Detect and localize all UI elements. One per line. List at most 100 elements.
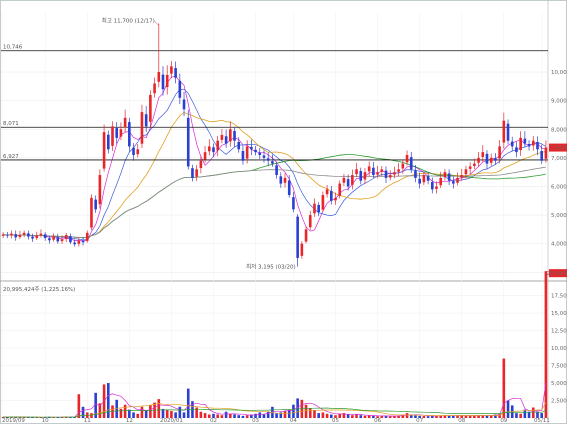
candle-body <box>224 136 228 144</box>
candle-body <box>191 168 194 178</box>
price-tick-label: 5,000 <box>551 213 567 219</box>
price-level-lines <box>1 50 548 161</box>
candle-body <box>31 236 34 239</box>
candle-body <box>64 235 68 239</box>
candle-body <box>422 175 426 183</box>
candle-body <box>485 153 489 164</box>
current-volume-label: 20,995K <box>547 271 567 277</box>
volume-ma60-line <box>3 407 547 418</box>
volume-bar <box>245 415 249 418</box>
volume-bar <box>136 413 140 418</box>
volume-bar <box>523 409 527 418</box>
candle-body <box>494 158 497 161</box>
ma20-line <box>3 111 547 239</box>
candle-body <box>250 146 253 150</box>
candle-body <box>397 169 400 172</box>
volume-bar <box>1 416 5 418</box>
volume-tick-label: 2,500K <box>551 399 567 405</box>
candle-body <box>447 173 451 181</box>
candle-body <box>292 197 295 210</box>
volume-bar <box>165 409 169 418</box>
candle-body <box>334 197 337 201</box>
candle-body <box>338 183 342 196</box>
candle-body <box>212 147 215 153</box>
volume-bar <box>39 417 43 418</box>
volume-value-label: 20,995,424주 (1,225.16%) <box>3 286 75 293</box>
volume-bar <box>443 415 447 418</box>
volume-bar <box>401 414 405 418</box>
volume-bar <box>473 415 476 418</box>
volume-bar <box>106 383 110 418</box>
time-tick-label: 07 <box>416 418 423 424</box>
volume-bar <box>544 271 548 418</box>
candle-body <box>296 216 299 258</box>
volume-bar <box>372 415 375 418</box>
time-tick-label: 2019/09 <box>2 418 25 424</box>
candle-body <box>540 151 543 161</box>
price-level-label: 6,927 <box>3 154 19 160</box>
volume-bar <box>262 414 266 418</box>
volume-bar <box>477 415 480 418</box>
candle-body <box>186 117 190 167</box>
volume-bar <box>355 414 358 418</box>
volume-bar <box>435 415 438 418</box>
volume-bar <box>199 411 203 418</box>
volume-bar <box>22 417 26 418</box>
axis-labels: 3,0004,0005,0006,0007,0008,0009,00010,00… <box>2 16 567 424</box>
volume-bar <box>296 398 299 418</box>
time-tick-label: 05/11 <box>534 418 550 424</box>
volume-bar <box>203 413 207 418</box>
price-tick-label: 4,000 <box>551 242 567 248</box>
time-tick-label: 05 <box>332 418 339 424</box>
volume-ma5-line <box>3 382 547 418</box>
volume-bar <box>460 415 464 418</box>
candle-body <box>60 239 64 242</box>
time-tick-label: 02 <box>210 418 217 424</box>
candle-body <box>393 172 396 175</box>
candle-body <box>195 169 198 177</box>
volume-bar <box>359 415 363 418</box>
candle-body <box>376 172 379 175</box>
candle-body <box>170 66 173 74</box>
volume-bar <box>111 405 114 418</box>
candle-body <box>140 112 144 144</box>
time-tick-label: 03 <box>252 418 259 424</box>
candle-body <box>481 152 485 158</box>
candle-body <box>90 197 93 228</box>
volume-bar <box>14 417 18 418</box>
volume-bar <box>229 413 232 418</box>
volume-bar <box>376 416 379 418</box>
candle-body <box>10 233 13 236</box>
high-pointer <box>154 21 159 26</box>
candle-body <box>207 146 211 152</box>
volume-bar <box>161 408 165 418</box>
ma60-line <box>3 153 546 239</box>
candle-body <box>409 157 413 170</box>
volume-bar <box>342 413 346 418</box>
candle-body <box>43 234 47 238</box>
high-annotation: 최고 11,700 (12/17) <box>102 16 155 24</box>
candle-body <box>506 123 510 141</box>
volume-bar <box>384 416 388 418</box>
volume-bar <box>144 410 148 418</box>
volume-bar <box>506 400 510 418</box>
volume-bar <box>464 415 468 418</box>
candle-body <box>544 147 548 159</box>
candle-body <box>39 233 43 236</box>
candle-body <box>308 215 312 228</box>
volume-bar <box>426 416 430 418</box>
candle-body <box>317 204 320 213</box>
candle-body <box>174 68 177 78</box>
candle-body <box>81 241 85 243</box>
volume-bar <box>468 415 472 418</box>
candle-body <box>283 177 287 183</box>
volume-bar <box>35 417 39 418</box>
volume-bar <box>498 413 501 418</box>
candle-body <box>94 199 97 210</box>
candle-body <box>52 236 55 240</box>
candle-body <box>203 152 207 160</box>
volume-bar <box>422 416 426 418</box>
candle-body <box>401 163 405 169</box>
candle-body <box>325 189 329 195</box>
volume-bar <box>414 415 417 418</box>
